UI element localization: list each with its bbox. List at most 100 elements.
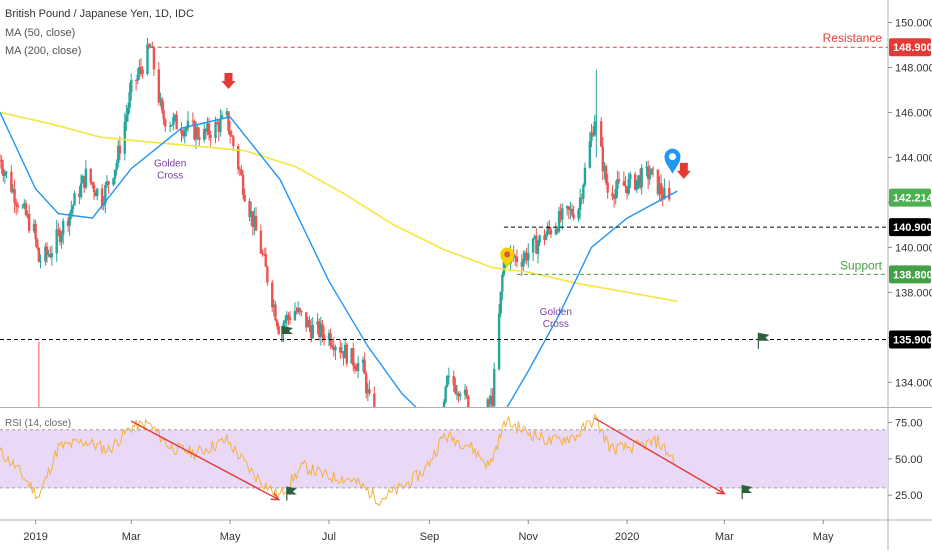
candle-body <box>656 169 660 195</box>
candle-body <box>499 291 502 314</box>
candle-body <box>123 121 126 154</box>
candle-body <box>454 385 457 394</box>
candle-body <box>659 183 663 195</box>
candle-body <box>565 206 569 209</box>
golden-cross-annotation: Golden <box>540 307 572 318</box>
candle-body <box>493 369 496 407</box>
rsi-band <box>0 429 888 488</box>
candle-body <box>514 256 517 258</box>
candle-body <box>577 209 580 219</box>
golden-cross-annotation: Golden <box>154 158 186 169</box>
candle-body <box>3 172 7 176</box>
candle-body <box>343 344 347 359</box>
candle-body <box>617 179 621 182</box>
candle-body <box>232 136 235 147</box>
sell-arrow-icon <box>221 72 236 89</box>
candle-body <box>241 174 245 195</box>
candle-body <box>538 235 541 243</box>
candle-body <box>366 389 370 394</box>
candle-body <box>34 223 37 240</box>
candle-body <box>251 211 254 228</box>
candle-body <box>204 129 207 133</box>
candle-body <box>322 334 326 340</box>
candle-body <box>522 258 525 267</box>
candle-body <box>173 114 177 118</box>
candle-body <box>162 110 165 120</box>
candle-body <box>115 163 118 170</box>
candle-body <box>469 411 471 413</box>
candle-body <box>266 266 269 283</box>
candle-body <box>84 168 88 188</box>
candle-body <box>253 216 256 228</box>
candle-body <box>353 365 357 369</box>
candle-body <box>457 393 460 397</box>
candle-body <box>661 194 664 199</box>
candle-body <box>39 261 42 263</box>
flag-icon <box>758 332 770 341</box>
candle-body <box>611 192 614 197</box>
candle-body <box>501 274 504 292</box>
candle-body <box>240 170 243 175</box>
candle-body <box>298 308 301 312</box>
candle-body <box>452 375 455 386</box>
candle-body <box>447 375 451 377</box>
candle-body <box>616 179 619 189</box>
candle-body <box>58 230 62 242</box>
candle-body <box>548 226 551 230</box>
ma50-legend: MA (50, close) <box>5 27 76 39</box>
candle-body <box>475 423 477 427</box>
candle-body <box>238 168 242 171</box>
candle-body <box>477 420 479 427</box>
candle-body <box>36 239 39 249</box>
candle-body <box>402 499 404 500</box>
candle-body <box>368 389 371 394</box>
candle-body <box>83 176 86 188</box>
candle-body <box>215 122 219 124</box>
candle-body <box>113 169 117 179</box>
candle-body <box>0 159 3 169</box>
candle-body <box>32 223 36 231</box>
candle-body <box>47 254 50 256</box>
y-tick-label: 134.000 <box>895 377 932 389</box>
candle-body <box>191 120 195 122</box>
candle-body <box>125 114 128 122</box>
candle-body <box>650 168 653 175</box>
candle-body <box>668 188 671 200</box>
x-tick-label: Mar <box>122 531 141 543</box>
candle-body <box>569 208 572 211</box>
candle-body <box>567 206 570 211</box>
y-tick-label: 150.000 <box>895 17 932 29</box>
candle-body <box>206 123 209 133</box>
rsi-divergence-line <box>594 417 725 495</box>
candle-body <box>442 401 446 407</box>
price-label-text: 148.900 <box>893 42 932 54</box>
candle-body <box>350 348 353 364</box>
candle-body <box>651 168 655 170</box>
candle-body <box>583 167 587 185</box>
candle-body <box>580 197 583 199</box>
rsi-tick-label: 25.00 <box>895 490 923 502</box>
price-label-pill <box>889 38 931 57</box>
candle-body <box>455 393 459 395</box>
candle-body <box>306 320 310 328</box>
candle-body <box>147 44 151 48</box>
candle-body <box>287 314 290 318</box>
x-tick-label: 2019 <box>23 531 47 543</box>
candle-body <box>288 317 292 320</box>
candle-body <box>96 188 99 197</box>
candle-body <box>264 254 267 267</box>
candle-body <box>57 229 60 231</box>
x-tick-label: Sep <box>420 531 440 543</box>
candle-body <box>478 414 480 419</box>
rsi-arrowhead-icon <box>716 486 726 495</box>
candle-body <box>168 125 172 127</box>
y-tick-label: 140.000 <box>895 242 932 254</box>
x-tick-label: May <box>220 531 241 543</box>
candle-body <box>638 175 642 188</box>
candle-body <box>399 501 401 505</box>
candle-body <box>262 253 266 255</box>
candle-body <box>549 229 553 235</box>
candle-body <box>217 123 220 133</box>
candle-body <box>491 395 494 407</box>
